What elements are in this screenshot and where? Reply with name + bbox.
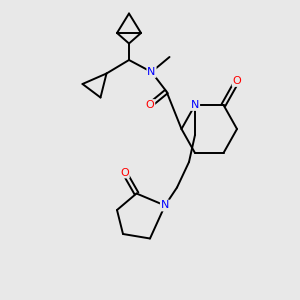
- Text: N: N: [191, 100, 199, 110]
- Text: N: N: [147, 67, 156, 77]
- Text: O: O: [146, 100, 154, 110]
- Text: N: N: [161, 200, 169, 211]
- Text: O: O: [232, 76, 242, 86]
- Text: O: O: [120, 167, 129, 178]
